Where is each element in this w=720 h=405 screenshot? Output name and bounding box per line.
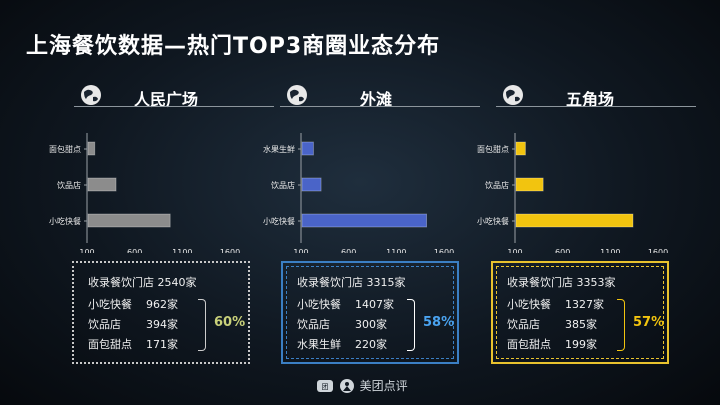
brace [198, 299, 206, 351]
category-label: 小吃快餐 [49, 216, 81, 226]
chart-wujiaochang: 面包甜点饮品店小吃快餐 100 600 1100 1600 [462, 125, 672, 257]
item-row: 水果生鲜 220家 [297, 338, 387, 351]
category-label: 面包甜点 [49, 144, 81, 154]
x-tick-label: 100 [293, 248, 308, 253]
item-row: 面包甜点 199家 [507, 338, 597, 351]
meituan-logo-icon: 团 [317, 379, 333, 392]
dianping-logo-icon [339, 378, 354, 393]
bar [515, 141, 526, 156]
stat-box-renminguangchang: 收录餐饮门店 2540家 小吃快餐 962家 饮品店 394家 面包甜点 171家 6… [72, 261, 250, 364]
category-label: 饮品店 [485, 180, 509, 190]
x-tick-label: 1100 [600, 248, 620, 253]
item-row: 小吃快餐 962家 [88, 298, 178, 311]
x-tick-label: 600 [127, 248, 142, 253]
globe-icon [287, 85, 307, 105]
percent-label: 57% [633, 315, 665, 330]
item-row: 饮品店 394家 [88, 318, 178, 331]
brace [407, 299, 415, 351]
section-header-waitan: 外滩 [280, 84, 480, 110]
footer-brand: 团 美团点评 [316, 377, 408, 397]
item-row: 面包甜点 171家 [88, 338, 178, 351]
bar [515, 213, 634, 228]
chart-renminguangchang: 面包甜点饮品店小吃快餐 100 600 1100 1600 [34, 125, 244, 257]
bar [515, 177, 544, 192]
item-row: 饮品店 300家 [297, 318, 387, 331]
section-header-renminguangchang: 人民广场 [74, 84, 274, 110]
summary-row: 收录餐饮门店 2540家 [88, 276, 197, 289]
summary-row: 收录餐饮门店 3315家 [297, 276, 406, 289]
summary-row: 收录餐饮门店 3353家 [507, 276, 616, 289]
brand-name: 美团点评 [359, 379, 408, 393]
brace [617, 299, 625, 351]
x-tick-label: 1100 [172, 248, 192, 253]
category-label: 水果生鲜 [263, 144, 295, 154]
bar [87, 213, 171, 228]
category-label: 面包甜点 [477, 144, 509, 154]
stat-box-waitan: 收录餐饮门店 3315家 小吃快餐 1407家 饮品店 300家 水果生鲜 220家 … [281, 261, 459, 364]
x-tick-label: 1600 [648, 248, 668, 253]
globe-icon [81, 85, 101, 105]
category-label: 饮品店 [57, 180, 81, 190]
x-tick-label: 600 [555, 248, 570, 253]
x-tick-label: 100 [79, 248, 94, 253]
svg-text:团: 团 [322, 383, 329, 391]
category-label: 小吃快餐 [477, 216, 509, 226]
item-row: 饮品店 385家 [507, 318, 597, 331]
x-tick-label: 1100 [386, 248, 406, 253]
percent-label: 60% [214, 315, 246, 330]
stat-box-wujiaochang: 收录餐饮门店 3353家 小吃快餐 1327家 饮品店 385家 面包甜点 199家 … [491, 261, 669, 364]
category-label: 饮品店 [271, 180, 295, 190]
x-tick-label: 600 [341, 248, 356, 253]
bar [301, 213, 428, 228]
percent-label: 58% [423, 315, 455, 330]
item-row: 小吃快餐 1407家 [297, 298, 394, 311]
bar [87, 177, 117, 192]
globe-icon [503, 85, 523, 105]
bar [301, 177, 322, 192]
x-tick-label: 1600 [220, 248, 240, 253]
area-name: 人民广场 [134, 90, 199, 109]
item-row: 小吃快餐 1327家 [507, 298, 604, 311]
section-header-wujiaochang: 五角场 [496, 84, 696, 110]
bar [301, 141, 314, 156]
page-title: 上海餐饮数据—热门TOP3商圈业态分布 [26, 34, 441, 59]
area-name: 外滩 [360, 90, 393, 109]
category-label: 小吃快餐 [263, 216, 295, 226]
area-name: 五角场 [566, 90, 615, 109]
bar [87, 141, 96, 156]
chart-waitan: 水果生鲜饮品店小吃快餐 100 600 1100 1600 [248, 125, 458, 257]
x-tick-label: 1600 [434, 248, 454, 253]
x-tick-label: 100 [507, 248, 522, 253]
